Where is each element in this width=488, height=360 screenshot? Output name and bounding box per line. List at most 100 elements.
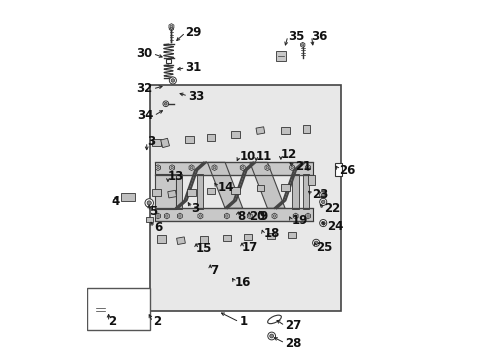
Polygon shape	[224, 213, 229, 219]
Bar	[223, 235, 230, 242]
Text: 21: 21	[294, 160, 310, 173]
Polygon shape	[212, 165, 217, 171]
Bar	[302, 125, 309, 133]
Polygon shape	[154, 162, 313, 175]
Circle shape	[170, 27, 172, 30]
Text: 11: 11	[256, 149, 272, 162]
Bar	[166, 59, 171, 63]
Text: 8: 8	[237, 210, 245, 222]
Polygon shape	[305, 213, 310, 219]
Bar	[167, 190, 176, 198]
Bar	[291, 174, 298, 209]
Circle shape	[170, 25, 172, 28]
Bar	[152, 189, 161, 196]
Polygon shape	[189, 165, 194, 171]
Polygon shape	[264, 165, 269, 171]
Circle shape	[312, 239, 319, 246]
Text: 28: 28	[285, 337, 301, 350]
Text: 3: 3	[191, 202, 199, 215]
Bar	[308, 175, 314, 185]
Text: 22: 22	[324, 202, 340, 215]
Text: 34: 34	[137, 109, 154, 122]
Bar	[87, 288, 150, 330]
Circle shape	[147, 201, 151, 205]
Polygon shape	[293, 213, 298, 219]
Text: 33: 33	[188, 90, 204, 103]
Text: 30: 30	[136, 47, 152, 60]
Bar	[231, 131, 240, 138]
Text: 26: 26	[338, 163, 354, 177]
Polygon shape	[240, 165, 244, 171]
Bar	[124, 306, 135, 316]
Circle shape	[241, 166, 244, 169]
Polygon shape	[155, 165, 160, 171]
Text: 36: 36	[311, 30, 327, 42]
Bar	[266, 233, 274, 239]
Text: 17: 17	[242, 241, 258, 254]
Bar	[256, 127, 264, 134]
Text: 35: 35	[287, 30, 304, 42]
Circle shape	[319, 220, 326, 226]
Bar	[206, 188, 214, 194]
Text: 24: 24	[326, 220, 343, 233]
Circle shape	[321, 193, 325, 197]
Circle shape	[301, 44, 303, 46]
Circle shape	[169, 77, 176, 84]
Polygon shape	[155, 213, 160, 219]
Circle shape	[157, 215, 159, 217]
Bar	[334, 163, 341, 176]
Polygon shape	[164, 213, 169, 219]
Polygon shape	[169, 165, 174, 171]
Polygon shape	[247, 213, 252, 219]
Circle shape	[163, 101, 168, 107]
Bar	[145, 217, 152, 222]
Bar	[287, 231, 295, 238]
Bar	[197, 174, 203, 209]
Circle shape	[157, 166, 159, 169]
Polygon shape	[198, 213, 203, 219]
Text: 5: 5	[149, 205, 157, 218]
Polygon shape	[271, 213, 276, 219]
Circle shape	[225, 215, 228, 217]
Text: 3: 3	[146, 135, 155, 148]
Text: 13: 13	[167, 170, 184, 183]
Circle shape	[273, 215, 275, 217]
Circle shape	[165, 215, 168, 217]
Text: 31: 31	[185, 61, 202, 74]
Polygon shape	[169, 26, 173, 31]
Bar	[121, 193, 135, 201]
Bar	[175, 174, 182, 209]
Text: 23: 23	[312, 188, 328, 201]
Bar	[176, 237, 185, 244]
Text: 2: 2	[152, 315, 161, 328]
Circle shape	[170, 166, 173, 169]
Circle shape	[178, 215, 181, 217]
Polygon shape	[154, 208, 313, 221]
Polygon shape	[169, 24, 174, 29]
Bar	[280, 184, 289, 190]
Text: 6: 6	[154, 221, 162, 234]
Text: 14: 14	[217, 181, 233, 194]
Circle shape	[213, 166, 215, 169]
Text: 2: 2	[108, 315, 117, 328]
Circle shape	[319, 198, 326, 206]
Bar	[199, 236, 208, 243]
Bar	[161, 138, 169, 148]
Bar	[187, 189, 196, 196]
Bar	[256, 185, 264, 191]
Text: 19: 19	[291, 214, 307, 227]
Polygon shape	[300, 42, 304, 47]
Polygon shape	[249, 162, 285, 208]
Bar	[154, 174, 175, 209]
Circle shape	[319, 191, 326, 198]
Circle shape	[290, 166, 293, 169]
Bar	[231, 187, 240, 194]
Text: 1: 1	[239, 315, 247, 328]
Bar	[275, 51, 285, 61]
Bar	[302, 174, 308, 209]
Circle shape	[321, 200, 325, 204]
Polygon shape	[207, 162, 242, 208]
Circle shape	[267, 332, 275, 340]
Polygon shape	[289, 165, 294, 171]
Polygon shape	[305, 165, 310, 171]
